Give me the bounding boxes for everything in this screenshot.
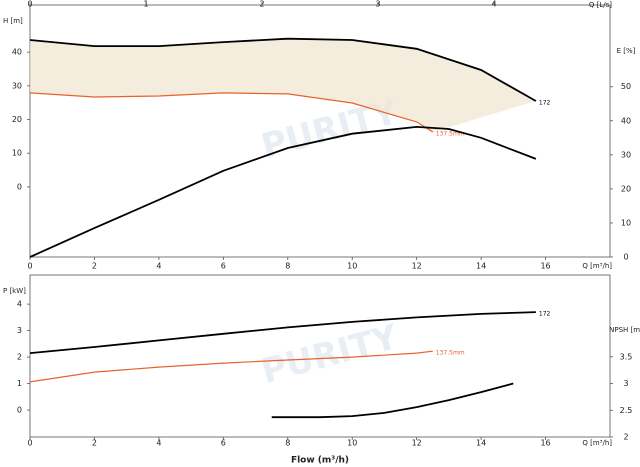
x-tick-label: 12 bbox=[412, 262, 422, 271]
x2-tick-label: 4 bbox=[491, 0, 496, 9]
y-tick-label: 20 bbox=[12, 115, 22, 124]
x-tick-label: 4 bbox=[156, 262, 161, 271]
curve-label: 172 bbox=[539, 311, 551, 318]
operating-region bbox=[30, 38, 536, 133]
curve bbox=[29, 125, 537, 258]
y-axis-label: H [m] bbox=[3, 17, 23, 25]
x-tick-label: 4 bbox=[156, 439, 161, 448]
x-tick-label: 0 bbox=[27, 439, 32, 448]
y-tick-label: 0 bbox=[17, 182, 22, 191]
y-tick-label: 10 bbox=[12, 149, 22, 158]
curve-label: 137.5mm bbox=[436, 131, 465, 138]
x2-tick-label: 0 bbox=[27, 0, 32, 9]
y-tick-label: 1 bbox=[17, 379, 22, 388]
y-axis-label: P [kW] bbox=[3, 287, 26, 295]
y2-tick-label: 3 bbox=[623, 379, 628, 388]
curve bbox=[29, 37, 537, 102]
y2-tick-label: 40 bbox=[621, 116, 631, 125]
curve-label: 137.5mm bbox=[436, 350, 465, 357]
y2-tick-label: 10 bbox=[621, 218, 631, 227]
x-tick-label: 2 bbox=[92, 439, 97, 448]
x2-tick-label: 3 bbox=[375, 0, 380, 9]
y-tick-label: 2 bbox=[17, 353, 22, 362]
x-tick-label: 6 bbox=[221, 262, 226, 271]
x2-tick-label: 1 bbox=[143, 0, 148, 9]
x-tick-label: 8 bbox=[285, 262, 290, 271]
curve bbox=[271, 382, 514, 419]
x-axis-title: Flow (m³/h) bbox=[291, 456, 349, 466]
x-tick-label: 12 bbox=[412, 439, 422, 448]
curve-label: 172 bbox=[539, 100, 551, 107]
curve bbox=[29, 311, 536, 354]
plot-frame bbox=[29, 274, 611, 438]
x-tick-label: 14 bbox=[476, 262, 486, 271]
y2-axis-label: E [%] bbox=[617, 47, 636, 55]
y-tick-label: 4 bbox=[17, 300, 22, 309]
y-tick-label: 40 bbox=[12, 48, 22, 57]
y2-axis-label: NPSH [m] bbox=[609, 326, 640, 334]
x-axis-label: Q [m³/h] bbox=[582, 439, 612, 447]
x-tick-label: 0 bbox=[27, 262, 32, 271]
x-tick-label: 2 bbox=[92, 262, 97, 271]
y-tick-label: 3 bbox=[17, 326, 22, 335]
y-tick-label: 30 bbox=[12, 81, 22, 90]
y-tick-label: 0 bbox=[17, 406, 22, 415]
y2-tick-label: 2.5 bbox=[620, 406, 633, 415]
y2-tick-label: 3.5 bbox=[620, 352, 633, 361]
y2-tick-label: 20 bbox=[621, 184, 631, 193]
plot-frame bbox=[29, 4, 611, 258]
x-tick-label: 8 bbox=[285, 439, 290, 448]
x2-axis-label: Q [L/s] bbox=[589, 1, 612, 9]
y2-tick-label: 2 bbox=[623, 433, 628, 442]
y2-tick-label: 0 bbox=[623, 253, 628, 262]
x-tick-label: 10 bbox=[347, 439, 357, 448]
y2-tick-label: 30 bbox=[621, 150, 631, 159]
curve bbox=[29, 350, 433, 383]
x-tick-label: 16 bbox=[540, 262, 550, 271]
curve bbox=[29, 92, 434, 133]
x-tick-label: 16 bbox=[540, 439, 550, 448]
x2-tick-label: 2 bbox=[259, 0, 264, 9]
x-tick-label: 10 bbox=[347, 262, 357, 271]
x-tick-label: 6 bbox=[221, 439, 226, 448]
x-axis-label: Q [m³/h] bbox=[582, 262, 612, 270]
y2-tick-label: 50 bbox=[621, 82, 631, 91]
x-tick-label: 14 bbox=[476, 439, 486, 448]
